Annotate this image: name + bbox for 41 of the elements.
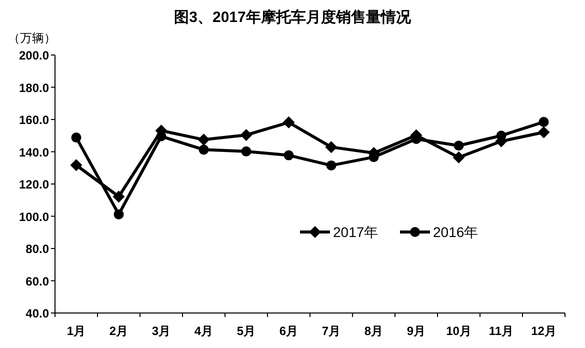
point	[325, 141, 338, 154]
xtick: 7月	[322, 324, 341, 338]
title: 图3、2017年摩托车月度销售量情况	[174, 9, 411, 26]
point	[454, 140, 464, 151]
point	[198, 144, 209, 155]
ytick: 180.0	[18, 80, 49, 95]
xtick: 10月	[446, 324, 472, 338]
xtick: 11月	[488, 324, 514, 338]
ytick: 200.0	[18, 48, 49, 62]
ytick: 40.0	[26, 306, 49, 320]
point	[282, 116, 295, 128]
xtick: 6月	[279, 324, 298, 338]
point	[71, 132, 82, 143]
point	[112, 190, 125, 203]
point	[538, 126, 550, 138]
point	[70, 159, 82, 172]
point	[452, 151, 465, 164]
xtick: 1月	[66, 324, 86, 338]
point	[114, 209, 124, 220]
xtick: 5月	[236, 324, 256, 338]
ylabel: （万辆）	[8, 31, 56, 45]
point	[284, 150, 294, 160]
point	[198, 134, 210, 146]
xtick: 4月	[194, 324, 214, 338]
ytick: 160.0	[18, 113, 49, 127]
ytick: 60.0	[26, 274, 49, 288]
xtick: 2月	[109, 324, 128, 338]
legend-text: 2016年	[433, 224, 478, 240]
xtick: 9月	[406, 324, 426, 338]
point	[240, 128, 252, 141]
ytick: 120.0	[18, 178, 49, 192]
legend-text: 2017年	[333, 224, 378, 240]
point	[538, 116, 549, 127]
point	[241, 146, 252, 156]
ytick: 140.0	[18, 145, 49, 160]
xtick: 8月	[364, 324, 384, 338]
xtick: 12月	[531, 324, 556, 338]
xtick: 3月	[152, 324, 171, 338]
ytick: 100.0	[18, 210, 49, 224]
ytick: 80.0	[26, 242, 49, 256]
point	[326, 160, 336, 170]
